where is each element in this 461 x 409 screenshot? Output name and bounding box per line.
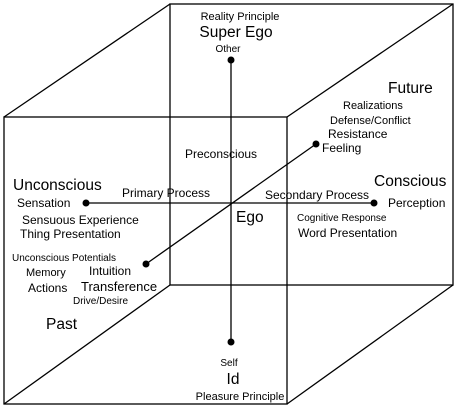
super-ego-label: Super Ego xyxy=(199,24,272,41)
depth-axis xyxy=(145,143,317,265)
future-point xyxy=(312,140,320,148)
cube-edge-top-left xyxy=(3,3,171,118)
past-point xyxy=(142,260,150,268)
cube-edges xyxy=(3,3,454,405)
resistance-label: Resistance xyxy=(328,127,388,141)
word-presentation-label: Word Presentation xyxy=(298,226,397,240)
realizations-label: Realizations xyxy=(343,100,403,112)
primary-process-label: Primary Process xyxy=(122,186,210,200)
super-ego-point xyxy=(227,56,235,64)
cognitive-response-label: Cognitive Response xyxy=(297,213,387,224)
cube-back-face xyxy=(169,3,454,286)
ego-label: Ego xyxy=(236,209,264,226)
feeling-label: Feeling xyxy=(322,141,361,155)
past-label: Past xyxy=(46,316,78,333)
conscious-label: Conscious xyxy=(374,173,447,190)
sensation-label: Sensation xyxy=(17,196,70,210)
future-label: Future xyxy=(388,80,433,97)
transference-label: Transference xyxy=(81,279,157,294)
memory-label: Memory xyxy=(26,267,66,279)
intuition-label: Intuition xyxy=(89,264,131,278)
id-point xyxy=(227,338,235,346)
unconscious-potentials-label: Unconscious Potentials xyxy=(12,253,116,264)
cube-edge-top-right xyxy=(286,3,454,118)
pleasure-principle-label: Pleasure Principle xyxy=(196,391,285,403)
other-label: Other xyxy=(215,44,241,55)
id-label: Id xyxy=(227,371,240,388)
unconscious-point xyxy=(82,199,90,207)
thing-presentation-label: Thing Presentation xyxy=(20,227,121,241)
conscious-point xyxy=(370,199,378,207)
actions-label: Actions xyxy=(28,281,67,295)
axes xyxy=(82,56,378,346)
reality-principle-label: Reality Principle xyxy=(201,11,280,23)
perception-label: Perception xyxy=(388,196,445,210)
self-label: Self xyxy=(220,358,237,369)
cube-front-face xyxy=(3,116,288,405)
preconscious-label: Preconscious xyxy=(185,147,257,161)
drive-desire-label: Drive/Desire xyxy=(73,296,128,307)
unconscious-label: Unconscious xyxy=(13,177,102,194)
defense-conflict-label: Defense/Conflict xyxy=(330,115,411,127)
cube-edge-bottom-left xyxy=(3,284,171,405)
cube-edge-bottom-right xyxy=(286,284,454,405)
sensuous-experience-label: Sensuous Experience xyxy=(22,213,139,227)
secondary-process-label: Secondary Process xyxy=(265,188,369,202)
